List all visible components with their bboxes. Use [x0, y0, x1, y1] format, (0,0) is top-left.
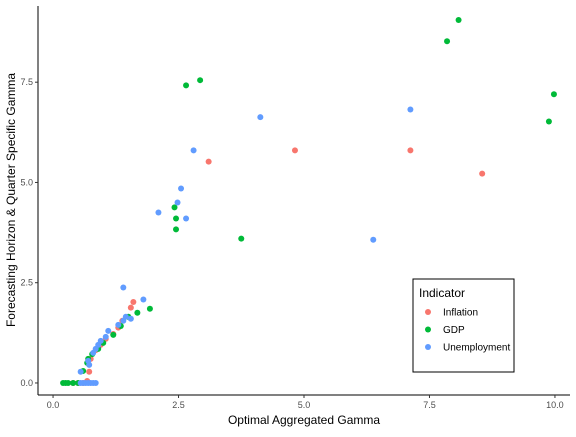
data-point: [115, 321, 122, 328]
data-point: [102, 333, 109, 340]
data-point: [60, 379, 67, 386]
legend: Indicator Inflation GDP Unemployment: [412, 278, 515, 373]
x-axis-title: Optimal Aggregated Gamma: [228, 413, 380, 427]
data-point: [550, 91, 557, 98]
data-point: [444, 38, 451, 45]
x-tick-label: 10.0: [546, 400, 564, 410]
legend-items: Inflation GDP Unemployment: [425, 308, 510, 354]
data-point: [77, 379, 84, 386]
legend-key: [425, 344, 431, 350]
x-tick-label: 2.5: [172, 400, 185, 410]
data-point: [183, 215, 190, 222]
data-point: [197, 77, 204, 84]
legend-label: Inflation: [443, 308, 478, 319]
data-point: [120, 317, 127, 324]
data-point: [86, 368, 93, 375]
data-point: [134, 309, 141, 316]
series-unemployment: [77, 106, 414, 386]
data-point: [257, 114, 264, 121]
x-tick-label: 0.0: [47, 400, 60, 410]
data-point: [105, 327, 112, 334]
data-point: [190, 147, 197, 154]
data-point: [238, 235, 245, 242]
data-point: [455, 17, 462, 24]
data-point: [479, 170, 486, 177]
data-point: [77, 368, 84, 375]
y-tick-label: 2.5: [20, 278, 33, 288]
y-tick-label: 5.0: [20, 177, 33, 187]
x-tick-label: 7.5: [423, 400, 436, 410]
legend-key: [425, 309, 431, 315]
series-gdp: [60, 17, 557, 386]
legend-box: [412, 278, 515, 373]
data-point: [127, 304, 134, 311]
data-point: [291, 147, 298, 154]
x-tick-label: 5.0: [298, 400, 311, 410]
legend-key: [425, 326, 431, 333]
data-point: [146, 305, 153, 312]
data-point: [120, 284, 127, 291]
data-point: [130, 298, 137, 305]
y-tick-label: 7.5: [20, 77, 33, 87]
data-point: [171, 204, 178, 211]
legend-title: Indicator: [419, 286, 465, 300]
data-points: [60, 17, 557, 386]
y-tick-label: 0.0: [20, 378, 33, 388]
data-point: [127, 315, 134, 322]
data-point: [86, 361, 93, 368]
data-point: [178, 185, 185, 192]
data-point: [140, 296, 147, 303]
legend-label: GDP: [443, 325, 465, 336]
data-point: [370, 236, 377, 243]
data-point: [205, 158, 212, 165]
data-point: [174, 199, 181, 206]
y-axis-title: Forecasting Horizon & Quarter Specific G…: [4, 73, 18, 327]
data-point: [155, 209, 162, 216]
data-point: [70, 379, 77, 386]
data-point: [545, 118, 552, 125]
data-point: [90, 349, 97, 356]
legend-label: Unemployment: [443, 343, 510, 354]
data-point: [173, 226, 180, 233]
data-point: [173, 215, 180, 222]
data-point: [183, 82, 190, 89]
axis-ticks: 0.0 2.5 5.0 7.5 10.0 0.0 2.5 5.0 7.5: [20, 77, 563, 410]
data-point: [407, 147, 414, 154]
data-point: [110, 331, 117, 338]
data-point: [407, 106, 414, 113]
